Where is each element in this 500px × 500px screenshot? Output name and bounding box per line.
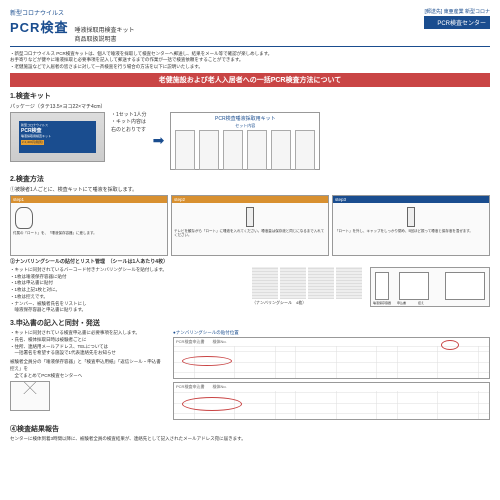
section1-heading: 1.検査キット: [10, 91, 490, 101]
step2: step2 テレビを観ながら「ロート」に唾液を入れてください。唾液量は保存液と同…: [171, 195, 329, 256]
header-large: PCR検査: [10, 17, 68, 36]
numbering-row: ・キットに同封されているバーコード付きナンバリングシールを貼付します。・1枚は唾…: [10, 267, 490, 314]
header: 新型コロナウイルス PCR検査 唾液採取用検査キット商品取扱説明書 [郵送先] …: [10, 8, 490, 43]
hr: [10, 46, 490, 47]
footer-text: センターに検体到着3時間以降に、被験者全員の検査結果が、連絡先として記入されたメ…: [10, 436, 490, 442]
step3: step3 「ロート」を外し、キャップをしっかり閉め、5回ほど振って唾液と保存液…: [332, 195, 490, 256]
section4-heading: ④検査結果報告: [10, 424, 490, 434]
intro-text: ・新型コロナウイルス PCR検査キットは、個人で唾液を採取して検査センターへ郵送…: [10, 51, 490, 70]
red-banner: 老健施設および老人入居者への一括PCR検査方法について: [10, 73, 490, 87]
header-sub: 唾液採取用検査キット商品取扱説明書: [74, 25, 134, 43]
section2-sub2: ②ナンバリングシールの貼付とリスト管理 （シールは1人あたり4枚）: [10, 258, 490, 265]
kit-row: 新型コロナウイルス PCR検査 唾液採取用検査キット ¥ 2,400円(税別) …: [10, 112, 490, 170]
header-left: 新型コロナウイルス PCR検査 唾液採取用検査キット商品取扱説明書: [10, 8, 134, 43]
section2-heading: 2.検査方法: [10, 174, 490, 184]
header-right: [郵送先] 東亜産業 新型コロナ PCR検査センター: [424, 8, 490, 29]
package-image: 新型コロナウイルス PCR検査 唾液採取用検査キット ¥ 2,400円(税別): [10, 112, 105, 162]
section2-sub1: ①被験者1人ごとに、検査キットにて唾液を採取します。: [10, 186, 490, 193]
numbering-text: ・キットに同封されているバーコード付きナンバリングシールを貼付します。・1枚は唾…: [10, 267, 244, 314]
form2: PCR検査申込書 検体No.: [173, 382, 490, 420]
form1: PCR検査申込書 検体No.: [173, 337, 490, 379]
header-box: PCR検査センター: [424, 16, 490, 29]
section1-sub: パッケージ（タテ13.5×ヨコ22×マチ4cm）: [10, 103, 490, 110]
package-label: 新型コロナウイルス PCR検査 唾液採取用検査キット ¥ 2,400円(税別): [19, 121, 96, 153]
form-row: ・キットに同封されている検査申込書に必要事項を記入します。・氏名、検体採取日時は…: [10, 330, 490, 423]
numbering-diagram: 唾液保存容器 申込書 控え: [370, 267, 490, 307]
form-text: ・キットに同封されている検査申込書に必要事項を記入します。・氏名、検体採取日時は…: [10, 330, 165, 411]
header-rtag: [郵送先] 東亜産業 新型コロナ: [424, 8, 490, 15]
header-small: 新型コロナウイルス: [10, 8, 134, 17]
steps-row: step1 付属の「ロート」を、「唾液保存容器」に差します。 step2 テレビ…: [10, 195, 490, 256]
envelope-icon: [10, 381, 50, 411]
sheets-block: （ナンバリングシール 4枚）: [252, 267, 362, 306]
forms: ●ナンバリングシールの貼付位置 PCR検査申込書 検体No. PCR検査申込書 …: [173, 330, 490, 423]
section3-heading: 3.申込書の記入と同封・発送: [10, 318, 490, 328]
arrow-icon: ➡: [153, 132, 165, 149]
step1: step1 付属の「ロート」を、「唾液保存容器」に差します。: [10, 195, 168, 256]
kit-spec: ・1セット1人分・キット内容は 右のとおりです: [111, 112, 147, 135]
kit-contents: PCR検査唾液採取用キット セット内容: [170, 112, 320, 170]
